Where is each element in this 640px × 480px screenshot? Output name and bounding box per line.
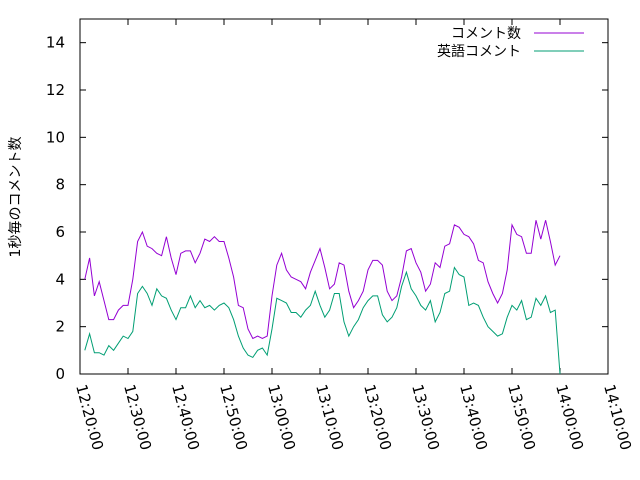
y-tick-label: 8 [55,176,65,194]
y-tick-label: 14 [46,34,65,52]
y-tick-label: 6 [55,223,65,241]
series-layer [84,220,561,375]
series-line-2 [84,266,561,375]
legend-label-2: 英語コメント [437,43,521,60]
plot-border [79,18,609,375]
y-tick-label: 12 [46,81,65,99]
y-tick-label: 2 [55,318,65,336]
y-tick-label: 0 [55,365,65,383]
y-axis-label: 1秒毎のコメント数 [8,137,24,258]
series-line-1 [84,220,561,340]
y-tick-label: 4 [55,270,65,288]
legend-label-1: コメント数 [451,26,521,42]
y-tick-label: 10 [46,128,65,146]
